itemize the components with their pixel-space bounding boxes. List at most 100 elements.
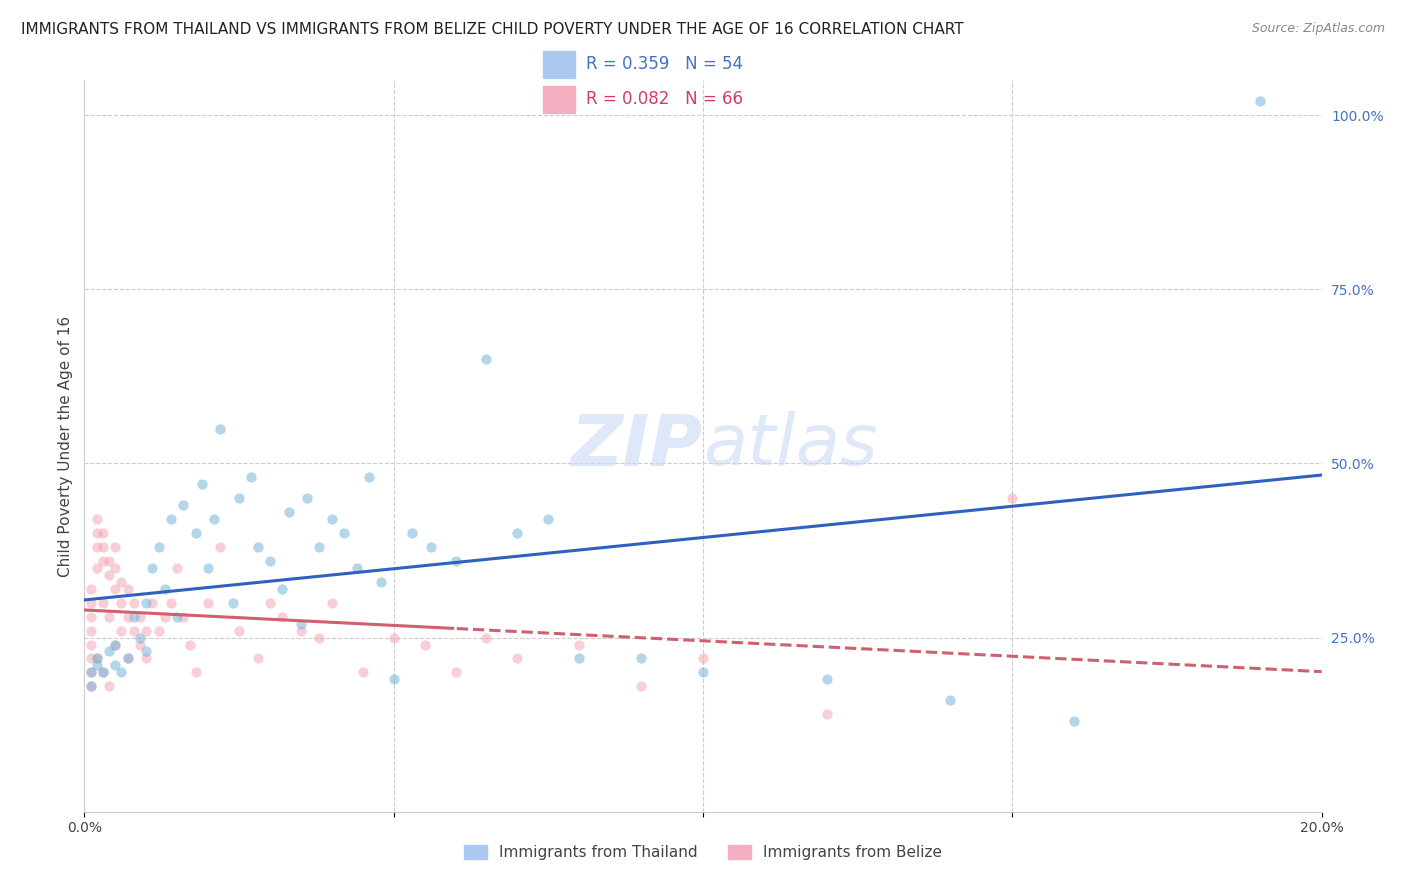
Point xyxy=(79,582,101,596)
Point xyxy=(153,582,176,596)
Point xyxy=(104,638,127,652)
Text: atlas: atlas xyxy=(703,411,877,481)
Point xyxy=(86,561,108,575)
Point xyxy=(172,498,194,512)
Point xyxy=(630,651,652,665)
Point xyxy=(110,596,132,610)
Point xyxy=(630,679,652,693)
Point xyxy=(79,665,101,680)
Point xyxy=(537,512,560,526)
Point xyxy=(506,651,529,665)
Point xyxy=(1063,714,1085,728)
Point xyxy=(122,624,145,638)
Point xyxy=(79,596,101,610)
Point xyxy=(104,561,127,575)
Point xyxy=(815,707,838,722)
Point xyxy=(129,609,152,624)
Point xyxy=(98,679,121,693)
Point xyxy=(166,609,188,624)
Point xyxy=(79,679,101,693)
Point xyxy=(122,609,145,624)
Point xyxy=(117,582,139,596)
Point xyxy=(202,512,225,526)
Point xyxy=(259,596,281,610)
Point xyxy=(86,526,108,541)
Point xyxy=(98,609,121,624)
Point xyxy=(271,582,294,596)
Point xyxy=(104,658,127,673)
Point xyxy=(277,505,299,519)
Point xyxy=(222,596,245,610)
Point xyxy=(110,574,132,589)
Point xyxy=(160,596,183,610)
Point xyxy=(401,526,423,541)
Point xyxy=(382,631,405,645)
Point xyxy=(179,638,201,652)
Point xyxy=(110,624,132,638)
Point xyxy=(91,596,114,610)
Point xyxy=(333,526,356,541)
Point xyxy=(86,651,108,665)
Text: IMMIGRANTS FROM THAILAND VS IMMIGRANTS FROM BELIZE CHILD POVERTY UNDER THE AGE O: IMMIGRANTS FROM THAILAND VS IMMIGRANTS F… xyxy=(21,22,963,37)
Point xyxy=(295,491,318,506)
Point xyxy=(160,512,183,526)
Point xyxy=(79,665,101,680)
Point xyxy=(117,609,139,624)
Point xyxy=(79,679,101,693)
Point xyxy=(290,624,312,638)
Point xyxy=(692,665,714,680)
Bar xyxy=(543,86,575,112)
Point xyxy=(191,477,214,491)
Point xyxy=(228,491,250,506)
Point xyxy=(91,526,114,541)
Point xyxy=(259,554,281,568)
Point xyxy=(110,665,132,680)
Point xyxy=(91,665,114,680)
Point xyxy=(104,638,127,652)
Bar xyxy=(543,51,575,78)
Point xyxy=(148,540,170,554)
Point xyxy=(228,624,250,638)
Point xyxy=(98,567,121,582)
Point xyxy=(79,609,101,624)
Point xyxy=(352,665,374,680)
Y-axis label: Child Poverty Under the Age of 16: Child Poverty Under the Age of 16 xyxy=(58,316,73,576)
Point xyxy=(104,540,127,554)
Point xyxy=(321,596,343,610)
Point xyxy=(939,693,962,707)
Point xyxy=(271,609,294,624)
Point xyxy=(129,631,152,645)
Point xyxy=(209,421,232,435)
Point xyxy=(86,658,108,673)
Point xyxy=(444,554,467,568)
Point xyxy=(1249,94,1271,108)
Point xyxy=(91,554,114,568)
Point xyxy=(370,574,392,589)
Point xyxy=(308,631,330,645)
Point xyxy=(475,631,498,645)
Point xyxy=(117,651,139,665)
Point xyxy=(413,638,436,652)
Point xyxy=(444,665,467,680)
Point xyxy=(290,616,312,631)
Point xyxy=(86,651,108,665)
Point xyxy=(568,651,591,665)
Point xyxy=(357,470,380,484)
Point xyxy=(166,561,188,575)
Point xyxy=(346,561,368,575)
Point xyxy=(197,561,219,575)
Point xyxy=(79,624,101,638)
Point xyxy=(184,526,207,541)
Point xyxy=(135,596,157,610)
Point xyxy=(135,644,157,658)
Point xyxy=(240,470,263,484)
Point xyxy=(79,651,101,665)
Point xyxy=(172,609,194,624)
Point xyxy=(135,624,157,638)
Point xyxy=(98,644,121,658)
Point xyxy=(184,665,207,680)
Point xyxy=(141,561,163,575)
Point xyxy=(475,351,498,366)
Point xyxy=(568,638,591,652)
Point xyxy=(79,638,101,652)
